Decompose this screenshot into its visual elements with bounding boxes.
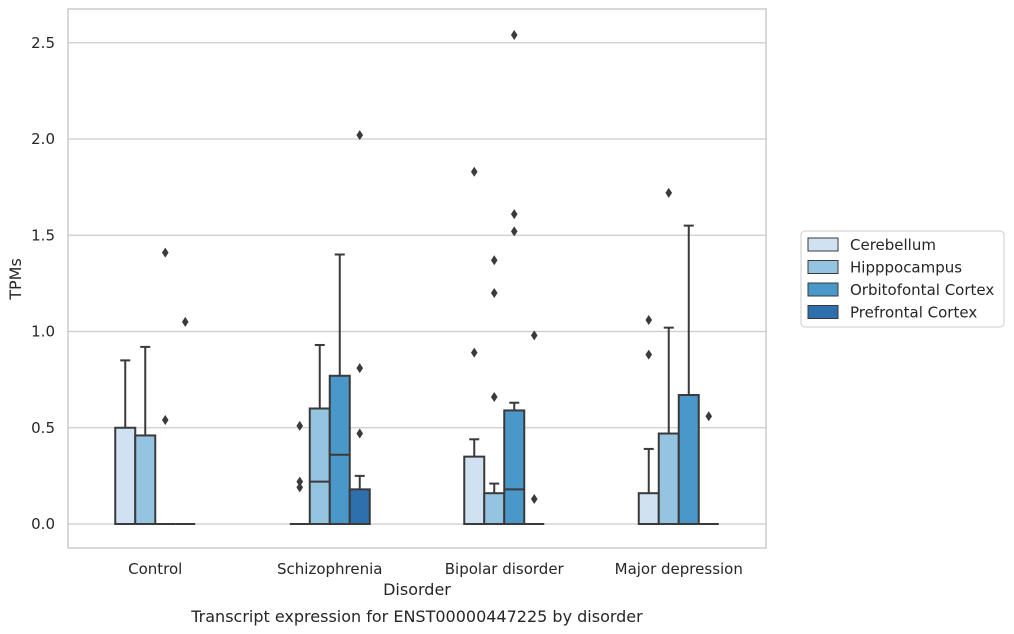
box-body <box>114 426 137 525</box>
x-tick-labels: Control Schizophrenia Bipolar disorder Majo… <box>128 560 743 578</box>
legend-label: Prefrontal Cortex <box>850 304 977 322</box>
legend-swatch <box>807 282 839 297</box>
outlier-point <box>665 187 673 198</box>
box-2-0 <box>155 247 176 525</box>
outlier-point <box>490 255 498 266</box>
legend-label: Orbitofontal Cortex <box>850 281 994 299</box>
legend: Cerebellum Hipppocampus Orbitofontal Corte… <box>800 230 1005 328</box>
box-body <box>503 409 526 525</box>
outlier-point <box>296 476 304 487</box>
outlier-point <box>705 411 713 422</box>
legend-swatch <box>807 305 839 319</box>
box-body <box>463 455 486 525</box>
plot-frame <box>67 8 767 549</box>
box-body <box>348 488 371 526</box>
outlier-point <box>490 391 498 402</box>
outlier-point <box>161 415 169 426</box>
y-tick-label: 2.0 <box>31 130 55 148</box>
outlier-point <box>161 247 169 258</box>
x-axis-label: Disorder <box>383 580 451 599</box>
legend-label: Hipppocampus <box>850 259 962 277</box>
y-tick-label: 1.5 <box>31 226 55 244</box>
outlier-point <box>530 330 538 341</box>
box-1-3 <box>657 187 680 525</box>
box-3-1 <box>348 130 371 526</box>
y-tick-label: 0.5 <box>31 419 55 437</box>
box-1-0 <box>134 345 157 526</box>
outlier-point <box>356 428 364 439</box>
outlier-point <box>510 30 518 41</box>
box-body <box>328 374 351 525</box>
box-3-3 <box>698 411 719 525</box>
box-2-3 <box>677 224 700 525</box>
outlier-point <box>181 316 189 327</box>
box-3-0 <box>175 316 196 525</box>
box-2-1 <box>328 253 351 525</box>
outlier-point <box>470 347 478 358</box>
legend-frame <box>800 230 1005 328</box>
x-tick-label: Major depression <box>615 560 743 578</box>
legend-swatch <box>807 237 839 252</box>
outlier-point <box>356 363 364 374</box>
legend-swatch <box>807 260 839 274</box>
y-tick-label: 2.5 <box>31 34 55 52</box>
box-3-2 <box>524 330 545 525</box>
outlier-point <box>296 482 304 493</box>
box-body <box>483 492 506 526</box>
box-body <box>637 492 660 526</box>
outlier-point <box>470 166 478 177</box>
box-body <box>677 394 700 525</box>
x-tick-label: Control <box>128 560 182 578</box>
chart-caption: Transcript expression for ENST0000044722… <box>190 607 643 626</box>
legend-label: Cerebellum <box>850 236 936 254</box>
box-body <box>134 434 157 526</box>
outlier-point <box>510 226 518 237</box>
box-body <box>657 432 680 525</box>
outlier-point <box>296 420 304 431</box>
y-axis-label: TPMs <box>6 258 25 301</box>
x-tick-label: Bipolar disorder <box>445 560 565 578</box>
outlier-point <box>510 209 518 220</box>
outlier-point <box>645 349 653 360</box>
box-body <box>308 407 331 525</box>
box-plot-marks <box>114 30 719 526</box>
box-0-2 <box>463 166 486 525</box>
y-tick-labels: 0.0 0.5 1.0 1.5 2.0 2.5 <box>31 34 55 533</box>
y-tick-label: 0.0 <box>31 515 55 533</box>
box-0-0 <box>114 359 137 525</box>
x-tick-label: Schizophrenia <box>277 560 382 578</box>
outlier-point <box>645 314 653 325</box>
outlier-point <box>356 130 364 141</box>
box-0-1 <box>289 420 310 525</box>
outlier-point <box>530 493 538 504</box>
box-1-2 <box>483 255 506 526</box>
box-1-1 <box>308 343 331 525</box>
box-0-3 <box>637 314 660 526</box>
box-2-2 <box>503 30 526 525</box>
y-tick-label: 1.0 <box>31 323 55 341</box>
outlier-point <box>490 288 498 298</box>
